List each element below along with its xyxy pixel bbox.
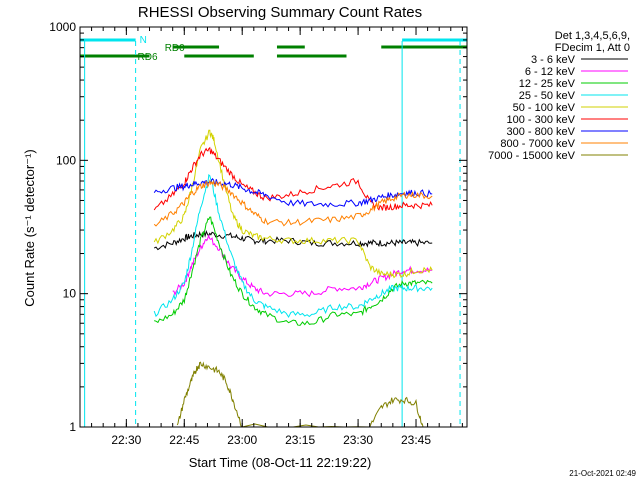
series-line-8 [176, 361, 424, 428]
legend-entry-label: 6 - 12 keV [525, 66, 576, 78]
legend-entry-label: 300 - 800 keV [507, 126, 576, 138]
plot-series [153, 129, 433, 428]
legend-header-line: Det 1,3,4,5,6,9, [555, 30, 630, 42]
y-tick-label: 100 [56, 153, 76, 167]
x-tick-label: 22:30 [111, 433, 141, 447]
plot-frame [79, 26, 468, 428]
legend-entry-label: 25 - 50 keV [519, 90, 576, 102]
legend-entry-label: 7000 - 15000 keV [488, 150, 576, 162]
legend-entry-label: 100 - 300 keV [507, 114, 576, 126]
x-tick-label: 23:45 [401, 433, 431, 447]
segment-boundary-lines [84, 41, 461, 427]
legend-entry-label: 800 - 7000 keV [500, 138, 575, 150]
legend: Det 1,3,4,5,6,9,FDecim 1, Att 03 - 6 keV… [488, 30, 630, 162]
series-line-0 [153, 230, 433, 251]
series-line-6 [153, 177, 433, 208]
y-axis-label: Count Rate (s⁻¹ detector⁻¹) [22, 149, 37, 307]
legend-header-line: FDecim 1, Att 0 [555, 42, 630, 54]
generation-timestamp: 21-Oct-2021 02:49 [569, 469, 636, 478]
chart-title: RHESSI Observing Summary Count Rates [138, 4, 422, 21]
y-tick-label: 10 [63, 287, 77, 301]
series-line-4 [153, 129, 433, 279]
y-tick-label: 1 [69, 420, 76, 434]
x-tick-label: 22:45 [169, 433, 199, 447]
legend-entry-label: 3 - 6 keV [531, 54, 576, 66]
legend-entry-label: 50 - 100 keV [513, 102, 576, 114]
segment-rd0-label: RD0 [165, 43, 185, 54]
x-tick-label: 23:00 [227, 433, 257, 447]
y-axis: 1 10 100 1000 [49, 20, 467, 434]
segment-night-label: N [140, 35, 147, 46]
x-axis-label: Start Time (08-Oct-11 22:19:22) [189, 455, 372, 470]
segment-rd6-label: RD6 [138, 52, 158, 63]
series-line-2 [154, 216, 433, 326]
x-axis: 22:30 22:45 23:00 23:15 23:30 23:45 [91, 27, 463, 447]
x-tick-label: 23:15 [285, 433, 315, 447]
y-tick-label: 1000 [49, 20, 76, 34]
observing-segments: N RD0 RD6 [80, 35, 467, 63]
x-tick-label: 23:30 [343, 433, 373, 447]
series-line-3 [153, 173, 433, 318]
series-line-5 [153, 146, 433, 211]
legend-entry-label: 12 - 25 keV [519, 78, 576, 90]
series-line-7 [153, 179, 433, 227]
